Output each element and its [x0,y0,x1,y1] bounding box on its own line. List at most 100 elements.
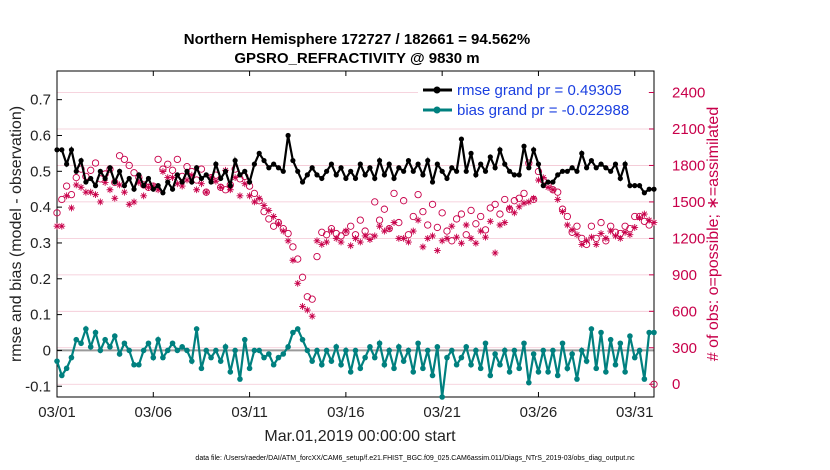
assimilated-obs-point [270,213,278,220]
rmse-point [348,168,354,174]
possible-obs-point [409,212,417,221]
assimilated-obs-point [467,234,475,242]
rmse-point [449,165,455,171]
rmse-point [174,172,180,178]
bias-point [304,347,311,354]
bias-point [111,333,118,339]
bias-point [246,365,253,372]
possible-obs-point [472,220,480,228]
bias-point [241,336,248,343]
bias-point [473,347,479,354]
assimilated-obs-point [409,227,417,235]
bias-point [405,347,412,354]
bias-point [391,365,397,372]
rmse-point [155,183,161,189]
y-tick-label: 0.3 [30,235,51,252]
assimilated-obs-point [506,204,513,212]
rmse-point [429,179,436,185]
right-tick-label: 300 [672,340,697,357]
bias-point [347,369,354,375]
possible-obs-point [53,209,61,217]
assimilated-obs-point [58,222,66,230]
bias-point [593,365,600,372]
rmse-point [184,168,190,174]
assimilated-obs-point [318,241,326,248]
assimilated-obs-point [352,234,359,242]
possible-obs-point [298,273,307,281]
rmse-point [319,175,325,182]
rmse-point [559,168,566,174]
possible-obs-point [173,155,182,164]
right-tick-label: 2400 [672,85,705,102]
bias-point [627,333,633,339]
assimilated-obs-point [559,208,566,216]
bias-point [578,347,585,354]
bias-point [463,344,470,350]
assimilated-obs-point [626,231,634,239]
possible-obs-point [462,231,470,239]
assimilated-obs-point [419,243,427,251]
possible-obs-point [289,243,297,251]
bias-point [280,351,287,357]
bias-point [367,344,373,350]
bias-point [420,365,426,372]
bias-point [477,365,484,372]
bias-point [256,347,263,354]
rmse-point [145,175,152,182]
assimilated-obs-point [72,181,80,189]
assimilated-obs-point [458,239,465,247]
assimilated-obs-point [583,237,590,245]
bias-point [217,358,224,364]
bias-point [453,361,460,368]
right-axis-ticks: 0 300 600 900 1200 1500 1800 2100 2400 [649,85,705,393]
rmse-point [88,175,94,182]
bias-point [468,361,474,368]
assimilated-obs-point [149,182,157,190]
assimilated-obs-point [510,209,518,217]
possible-obs-point [308,295,316,303]
assimilated-obs-point [125,200,133,208]
bias-point [564,365,571,372]
rmse-point [506,168,513,174]
rmse-point [468,150,474,156]
rmse-point [92,183,99,189]
assimilated-obs-point [342,227,350,235]
bias-point [588,326,595,332]
possible-obs-point [573,222,581,230]
y-tick-label: 0.7 [30,92,51,109]
rmse-point [569,165,575,171]
assimilated-obs-point [390,219,398,226]
bias-point [646,329,652,336]
assimilated-obs-point [443,234,451,242]
rmse-point [141,183,147,189]
assimilated-obs-point [462,221,470,229]
data-file-footnote: data file: /Users/raeder/DAI/ATM_forcXX/… [195,455,635,462]
assimilated-obs-point [597,230,605,237]
bias-point [87,344,94,350]
rmse-point [535,161,542,167]
bias-point [222,344,229,350]
bias-point [318,361,325,368]
assimilated-obs-point [198,180,205,188]
possible-obs-point [250,189,259,198]
assimilated-obs-point [82,188,90,196]
bias-point [203,347,210,354]
y-tick-label: 0.2 [30,271,51,288]
bias-point [232,347,238,354]
possible-obs-point [168,166,177,174]
bias-point [429,372,436,379]
bias-point [521,340,527,347]
rmse-point [608,168,614,174]
assimilated-obs-point [178,182,186,190]
possible-obs-point [486,204,494,212]
rmse-point [444,175,450,182]
assimilated-obs-point [101,179,109,186]
rmse-point [492,165,498,171]
assimilated-obs-point [217,183,225,191]
possible-obs-point [491,200,499,208]
rmse-point [68,147,75,153]
assimilated-obs-series [53,166,658,320]
possible-obs-point [284,229,292,238]
bias-point [352,347,359,354]
possible-obs-point [554,188,562,196]
